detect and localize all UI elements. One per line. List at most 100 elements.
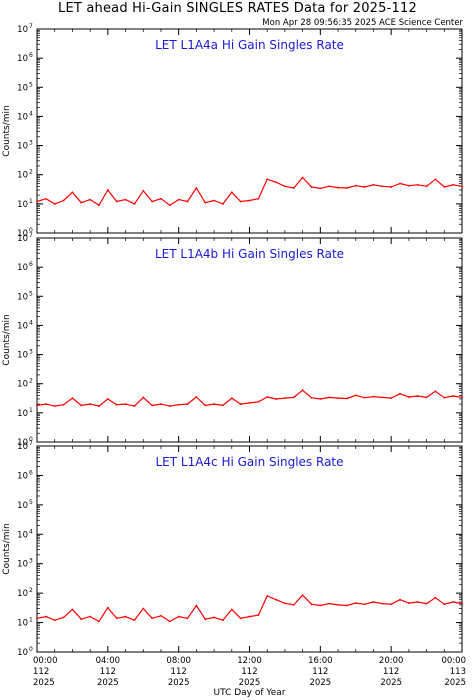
rate-series-line — [36, 594, 463, 622]
y-tick-exponent: 4 — [29, 319, 33, 326]
y-tick-label: 10 — [17, 589, 28, 599]
rate-data-point — [292, 396, 295, 399]
x-tick-year: 2025 — [310, 678, 332, 688]
rate-data-point — [80, 201, 83, 204]
rate-data-point — [71, 397, 74, 400]
y-tick-exponent: 1 — [29, 198, 33, 205]
rate-data-point — [354, 602, 357, 604]
panel-frame — [36, 237, 463, 443]
y-tick-label: 10 — [17, 380, 28, 390]
rate-data-point — [106, 606, 109, 609]
rate-data-point — [345, 604, 348, 607]
rate-data-point — [434, 178, 437, 181]
x-tick-time: 16:00 — [308, 656, 333, 666]
rate-data-point — [222, 619, 224, 622]
rate-data-point — [452, 395, 455, 397]
rate-data-point — [177, 615, 180, 618]
x-tick-year: 2025 — [33, 678, 55, 688]
rate-data-point — [160, 614, 162, 617]
chart-main-title: LET ahead Hi-Gain SINGLES RATES Data for… — [58, 1, 417, 16]
rate-data-point — [284, 397, 286, 400]
rate-data-point — [230, 608, 233, 611]
y-tick-exponent: 4 — [29, 528, 33, 535]
rate-data-point — [310, 186, 313, 188]
x-tick-doy: 112 — [171, 667, 187, 677]
rate-data-point — [381, 185, 384, 188]
rate-data-point — [168, 620, 171, 623]
rate-data-point — [142, 396, 145, 399]
rate-data-point — [151, 617, 154, 620]
rate-data-point — [36, 200, 38, 203]
rate-data-point — [381, 396, 384, 399]
rate-data-point — [461, 396, 463, 399]
y-tick-label: 10 — [17, 471, 28, 481]
rate-data-point — [257, 400, 260, 403]
rate-data-point — [416, 395, 419, 397]
rate-data-point — [301, 594, 304, 597]
rate-data-point — [106, 398, 109, 400]
rate-data-point — [239, 200, 242, 203]
rate-data-point — [275, 598, 277, 601]
rate-data-point — [133, 202, 136, 205]
rate-data-point — [62, 199, 65, 202]
y-tick-label: 10 — [17, 83, 28, 93]
y-tick-label: 10 — [17, 560, 28, 570]
rate-data-point — [160, 197, 162, 200]
rate-data-point — [275, 181, 277, 184]
y-tick-exponent: 0 — [29, 227, 33, 234]
rate-data-point — [151, 404, 154, 407]
rate-data-point — [434, 596, 437, 599]
rate-data-point — [319, 604, 322, 607]
rate-data-point — [292, 187, 295, 189]
rate-data-point — [115, 200, 118, 203]
y-tick-label: 10 — [17, 530, 28, 540]
rate-data-point — [434, 390, 437, 393]
y-axis-title: Counts/min — [2, 105, 12, 156]
rate-data-point — [363, 186, 366, 188]
panel-title: LET L1A4b Hi Gain Singles Rate — [155, 247, 344, 261]
rate-data-point — [177, 403, 180, 406]
rate-data-point — [461, 185, 463, 188]
y-tick-label: 10 — [17, 648, 28, 658]
rate-data-point — [142, 607, 145, 610]
y-axis-title: Counts/min — [2, 523, 12, 574]
rate-data-point — [248, 199, 251, 202]
rate-data-point — [186, 403, 189, 405]
x-tick-year: 2025 — [97, 678, 119, 688]
rate-data-point — [354, 184, 357, 187]
y-tick-exponent: 4 — [29, 110, 33, 117]
rate-data-point — [328, 185, 331, 188]
rate-data-point — [98, 620, 100, 623]
y-tick-exponent: 2 — [29, 169, 33, 176]
rate-data-point — [390, 397, 393, 400]
rate-data-point — [363, 396, 366, 399]
rate-data-point — [399, 392, 401, 395]
rate-data-point — [337, 603, 339, 606]
y-tick-exponent: 1 — [29, 617, 33, 624]
rate-data-point — [222, 404, 224, 407]
y-tick-exponent: 6 — [29, 469, 33, 476]
rate-data-point — [115, 617, 118, 620]
y-tick-label: 10 — [17, 112, 28, 122]
rate-data-point — [239, 403, 242, 405]
rate-data-point — [186, 200, 189, 203]
y-tick-label: 10 — [17, 501, 28, 511]
rate-data-point — [230, 397, 233, 400]
rate-data-point — [98, 204, 100, 207]
rate-data-point — [62, 403, 65, 406]
rate-data-point — [443, 603, 446, 606]
rate-data-point — [345, 397, 348, 400]
rate-data-point — [425, 602, 428, 605]
y-tick-exponent: 0 — [29, 646, 33, 653]
rate-data-point — [213, 199, 215, 202]
rate-data-point — [36, 617, 38, 620]
rate-data-point — [106, 189, 109, 191]
rate-data-point — [390, 603, 393, 606]
rate-data-point — [319, 187, 322, 190]
rate-data-point — [204, 618, 207, 621]
rate-data-point — [53, 405, 56, 408]
y-tick-exponent: 3 — [29, 349, 33, 356]
rate-data-point — [89, 198, 92, 201]
rate-data-point — [284, 185, 286, 188]
x-tick-doy: 112 — [383, 667, 399, 677]
